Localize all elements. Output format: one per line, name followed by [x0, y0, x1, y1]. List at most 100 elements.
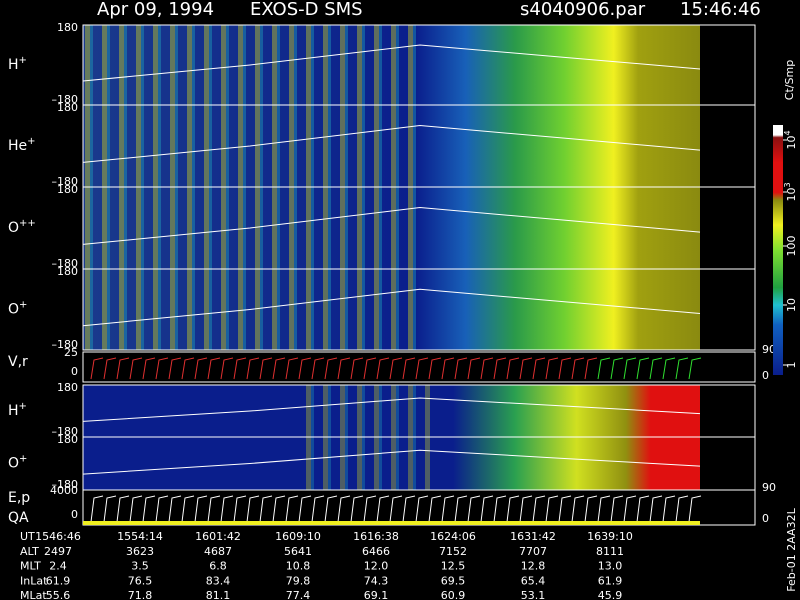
sweep [545, 357, 559, 380]
right-top: 90 [762, 343, 776, 356]
sweep [246, 495, 260, 523]
cell: 71.8 [128, 589, 153, 600]
cell: 6.8 [209, 560, 227, 573]
sweep [636, 357, 650, 380]
sweep [311, 495, 325, 523]
footer: Feb-01 2AA32L [785, 507, 798, 591]
sweep [480, 357, 494, 380]
tick-base: 10 [785, 188, 798, 202]
sweep [675, 357, 689, 380]
ion: H [8, 57, 19, 73]
cell: 5641 [284, 545, 312, 558]
spectrogram-stripes [300, 385, 430, 437]
trace [82, 397, 701, 422]
panel-label: E,p [8, 490, 30, 506]
sweep [181, 357, 195, 380]
sweep [324, 357, 338, 380]
sweep [181, 495, 195, 523]
right-bottom: 0 [762, 512, 769, 525]
sweep [389, 357, 403, 380]
row-name: MLat [20, 589, 47, 600]
sweep [233, 357, 247, 380]
sweep [103, 357, 117, 380]
row-name: InLat [20, 574, 48, 587]
axis-top: 180 [57, 381, 78, 394]
right-top: 90 [762, 481, 776, 494]
sweep [142, 357, 156, 380]
sweep [207, 357, 221, 380]
sweep [168, 495, 182, 523]
sweep [415, 357, 429, 380]
sweep [129, 357, 143, 380]
sweep [493, 357, 507, 380]
sweep [675, 495, 689, 523]
sweep [337, 357, 351, 380]
sweep [480, 495, 494, 523]
sweep [467, 357, 481, 380]
panel-label: O+ [8, 299, 27, 318]
sweep [519, 357, 533, 380]
axis-top: 4000 [50, 484, 78, 497]
row-name: MLT [20, 560, 41, 573]
sweep [623, 357, 637, 380]
spectrogram-stripes [300, 437, 430, 490]
cell: 7707 [519, 545, 547, 558]
cell: 13.0 [598, 560, 623, 573]
sweep [454, 357, 468, 380]
sweep [649, 495, 663, 523]
sweep [155, 357, 169, 380]
cell: 76.5 [128, 574, 153, 587]
axis-bottom: –180 [52, 425, 79, 438]
sweep [350, 495, 364, 523]
cell: 69.1 [364, 589, 389, 600]
cell: 1601:42 [195, 530, 241, 543]
cell: 1631:42 [510, 530, 556, 543]
sweep [324, 495, 338, 523]
cell: 12.5 [441, 560, 466, 573]
sweep [103, 495, 117, 523]
sweep [363, 495, 377, 523]
axis-bottom: –180 [52, 478, 79, 491]
trace [82, 44, 701, 82]
cell: 6466 [362, 545, 390, 558]
sweep [298, 495, 312, 523]
cell: 1624:06 [430, 530, 476, 543]
trace [82, 124, 701, 163]
colorbar-tick-label: 100 [785, 236, 798, 257]
panel-label: H+ [8, 401, 27, 420]
cell: 77.4 [286, 589, 311, 600]
sweep [532, 495, 546, 523]
cell: 3623 [126, 545, 154, 558]
axis-top: 180 [57, 183, 78, 196]
file: s4040906.par [520, 0, 646, 20]
sweep [259, 357, 273, 380]
charge: + [19, 299, 27, 310]
axis-top: 180 [57, 265, 78, 278]
cell: 1554:14 [117, 530, 163, 543]
trace [82, 206, 701, 245]
cell: 61.9 [598, 574, 623, 587]
sweep [285, 495, 299, 523]
trace [82, 449, 701, 475]
sweep [272, 357, 286, 380]
cell: 12.0 [364, 560, 389, 573]
cell: 2497 [44, 545, 72, 558]
cell: 69.5 [441, 574, 466, 587]
sweep [155, 495, 169, 523]
sweep [571, 495, 585, 523]
axis-bottom: –180 [52, 175, 79, 188]
sweep [376, 495, 390, 523]
sweep [428, 357, 442, 380]
cell: 81.1 [206, 589, 231, 600]
sweep [285, 357, 299, 380]
ion: O [8, 220, 19, 236]
colorbar [773, 125, 783, 375]
sweep [688, 495, 702, 523]
sweep [337, 495, 351, 523]
cell: 45.9 [598, 589, 623, 600]
cell: 2.4 [49, 560, 67, 573]
qa-bar [83, 521, 700, 525]
sweep [376, 357, 390, 380]
colorbar-tick-label: 10 [785, 298, 798, 312]
